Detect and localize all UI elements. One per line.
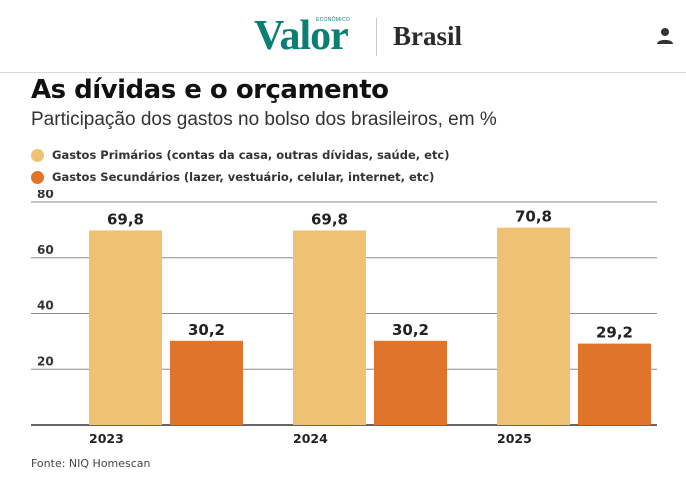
legend-item-primary: Gastos Primários (contas da casa, outras…: [31, 144, 450, 166]
x-category-label-2023: 2023: [89, 431, 124, 446]
legend-item-secondary: Gastos Secundários (lazer, vestuário, ce…: [31, 166, 450, 188]
y-tick-label-40: 40: [37, 299, 54, 313]
chart-source: Fonte: NIQ Homescan: [31, 457, 151, 470]
bar-primary-2024: [293, 230, 366, 425]
data-label-secondary-2024: 30,2: [392, 321, 429, 339]
brand-subtitle: ECONÔMICO: [316, 17, 351, 23]
x-category-label-2025: 2025: [497, 431, 532, 446]
bar-primary-2023: [89, 230, 162, 425]
y-tick-label-60: 60: [37, 243, 54, 257]
brand-wordmark: Valor: [254, 13, 349, 59]
data-label-secondary-2025: 29,2: [596, 324, 633, 342]
data-label-primary-2024: 69,8: [311, 210, 348, 228]
data-label-primary-2025: 70,8: [515, 208, 552, 226]
legend-swatch-secondary: [31, 170, 44, 184]
y-tick-label-20: 20: [37, 354, 54, 368]
x-category-label-2024: 2024: [293, 431, 328, 446]
y-tick-label-80: 80: [37, 190, 54, 201]
header-divider: [376, 18, 377, 56]
data-label-primary-2023: 69,8: [107, 210, 144, 228]
bar-primary-2025: [497, 227, 570, 425]
legend-swatch-primary: [31, 148, 44, 162]
chart-title: As dívidas e o orçamento: [31, 75, 389, 105]
section-name[interactable]: Brasil: [393, 21, 463, 51]
user-icon[interactable]: [656, 27, 674, 45]
site-header: Valor ECONÔMICO Brasil: [0, 0, 686, 73]
legend-label-secondary: Gastos Secundários (lazer, vestuário, ce…: [52, 170, 435, 184]
chart-subtitle: Participação dos gastos no bolso dos bra…: [31, 109, 497, 130]
legend-label-primary: Gastos Primários (contas da casa, outras…: [52, 148, 450, 162]
data-label-secondary-2023: 30,2: [188, 321, 225, 339]
bar-chart: 20 40 60 80 69,8 30,2 2023 69,8 30,2 2024 70,8 29,2…: [31, 190, 657, 446]
bar-secondary-2024: [374, 340, 447, 425]
chart-legend: Gastos Primários (contas da casa, outras…: [31, 144, 450, 188]
bar-secondary-2023: [170, 340, 243, 425]
bar-secondary-2025: [578, 343, 651, 425]
